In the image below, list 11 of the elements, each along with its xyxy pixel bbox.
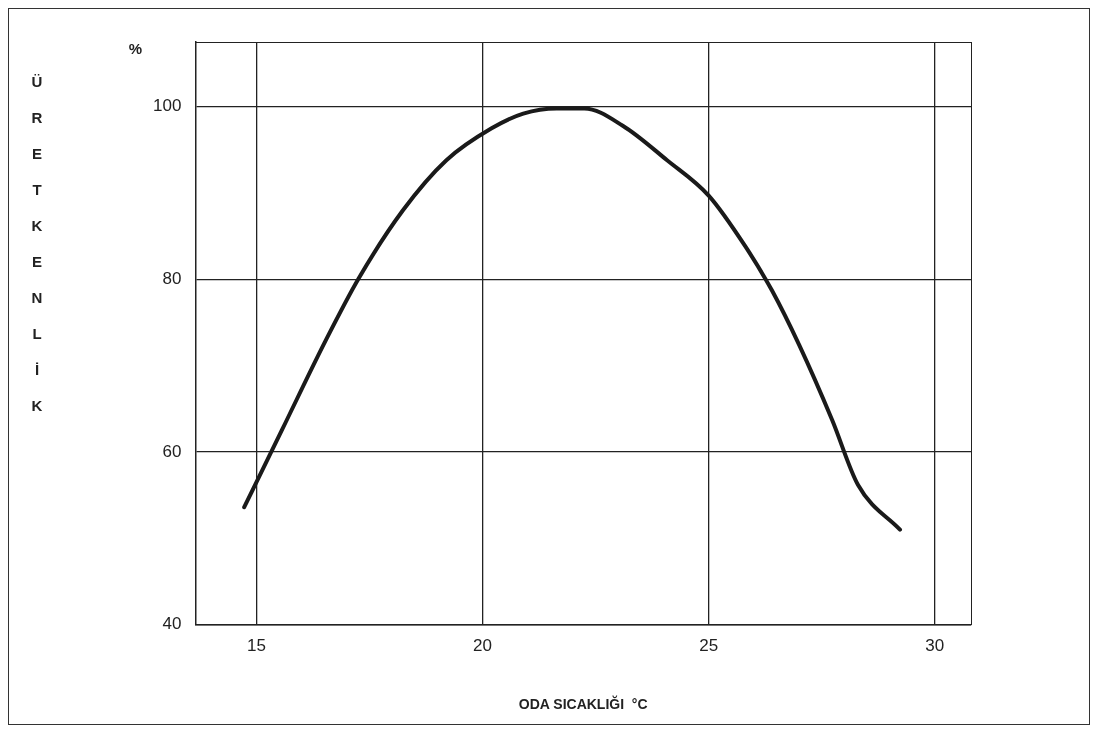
x-tick-label: 20: [473, 636, 493, 656]
y-tick-label: 40: [162, 614, 182, 634]
x-axis-title: ODA SICAKLIĞI °C: [518, 695, 648, 712]
y-tick-label: 100: [152, 96, 182, 116]
y-tick-label: 60: [162, 441, 182, 461]
y-tick-label: 80: [162, 269, 182, 289]
x-tick-label: 25: [699, 636, 719, 656]
text: %: [128, 40, 143, 57]
x-tick-label: 15: [246, 636, 266, 656]
text: ÜRETKENLİK: [31, 73, 43, 414]
x-tick-label: 30: [925, 636, 945, 656]
